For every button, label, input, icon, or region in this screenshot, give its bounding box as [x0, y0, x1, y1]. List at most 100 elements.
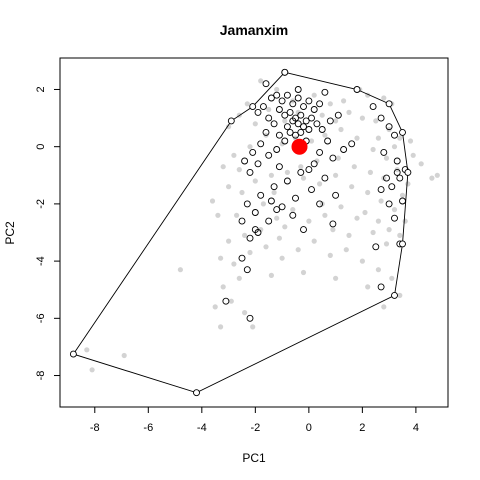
data-point-118: [276, 235, 282, 241]
data-point-107: [266, 106, 272, 113]
data-point-78: [268, 272, 274, 278]
data-point-57: [274, 215, 280, 221]
selected-point-61: [308, 186, 315, 194]
data-point-71: [375, 267, 381, 273]
data-point-117: [234, 212, 240, 218]
data-point-21: [434, 172, 440, 178]
data-point-24: [383, 155, 390, 161]
y-tick-label-3: -2: [35, 199, 47, 209]
selected-point-80: [391, 131, 398, 139]
x-tick-label-5: 2: [359, 422, 365, 434]
hull-vertex-0: [281, 68, 289, 76]
selected-point-69: [300, 226, 307, 234]
data-point-87: [84, 347, 90, 353]
selected-point-41: [318, 126, 326, 133]
selected-point-33: [249, 148, 257, 156]
selected-point-44: [324, 137, 332, 145]
selected-point-39: [281, 137, 289, 145]
y-tick-label-4: 0: [35, 144, 47, 150]
data-point-35: [220, 164, 226, 170]
selected-point-47: [340, 146, 348, 153]
data-point-111: [333, 118, 339, 124]
selected-point-22: [305, 126, 313, 133]
data-point-41: [300, 175, 307, 181]
data-point-29: [308, 138, 315, 144]
selected-point-42: [326, 117, 334, 125]
data-point-98: [335, 155, 341, 161]
selected-point-67: [273, 206, 281, 214]
data-point-2: [244, 101, 250, 107]
selected-point-76: [329, 220, 337, 228]
data-point-17: [397, 135, 403, 141]
data-point-63: [247, 249, 253, 256]
selected-point-29: [259, 103, 267, 111]
selected-point-17: [308, 114, 315, 122]
data-point-83: [212, 304, 218, 310]
selected-point-68: [289, 211, 297, 219]
data-point-77: [300, 269, 307, 276]
data-point-97: [386, 227, 392, 233]
selected-point-7: [300, 103, 307, 111]
data-point-55: [306, 218, 312, 224]
data-point-79: [236, 275, 242, 281]
data-point-48: [402, 218, 408, 224]
data-point-73: [397, 292, 403, 298]
selected-point-60: [292, 194, 299, 202]
data-point-39: [268, 172, 274, 178]
selected-point-36: [254, 160, 262, 168]
selected-point-75: [316, 200, 324, 208]
selected-point-34: [241, 157, 249, 165]
data-point-100: [367, 169, 373, 175]
selected-point-96: [275, 131, 283, 139]
data-point-76: [333, 275, 339, 281]
selected-point-91: [372, 243, 380, 251]
data-point-46: [378, 198, 384, 204]
hull-vertex-4: [404, 168, 412, 176]
hull-vertex-6: [391, 291, 398, 299]
selected-point-37: [265, 151, 273, 159]
data-point-86: [177, 267, 183, 273]
data-point-56: [290, 207, 296, 213]
data-point-88: [89, 367, 95, 373]
x-tick-label-2: -4: [197, 422, 207, 434]
data-point-13: [346, 109, 352, 115]
data-point-52: [354, 215, 360, 221]
data-point-3: [258, 78, 264, 84]
plot-frame: [59, 57, 449, 408]
selected-point-24: [286, 128, 294, 136]
hull-vertex-1: [353, 86, 361, 93]
data-point-64: [263, 244, 269, 250]
data-point-95: [362, 209, 368, 216]
data-point-69: [343, 247, 349, 253]
data-point-102: [399, 192, 406, 198]
data-point-106: [252, 121, 258, 127]
hull-vertex-9: [227, 117, 235, 125]
selected-point-4: [283, 91, 291, 99]
data-point-114: [410, 152, 416, 158]
data-point-47: [391, 207, 398, 213]
data-point-4: [274, 86, 280, 93]
data-point-94: [346, 232, 352, 238]
data-point-20: [429, 175, 435, 181]
selected-point-45: [316, 148, 324, 156]
data-point-25: [370, 146, 376, 153]
selected-point-5: [289, 100, 297, 108]
data-point-44: [349, 184, 355, 190]
selected-point-81: [380, 148, 388, 156]
data-point-58: [258, 227, 264, 233]
selected-point-85: [388, 183, 396, 191]
selected-point-9: [310, 106, 318, 113]
data-point-34: [231, 152, 237, 158]
selected-point-1: [267, 94, 275, 102]
x-tick-label-0: -8: [90, 422, 100, 434]
axes-layer: -8 -6 -4 -2 0 2 4 -8 -6 -4 -2 0 2: [35, 86, 419, 434]
selected-point-28: [265, 114, 273, 122]
data-point-42: [317, 181, 323, 187]
y-tick-label-2: -4: [35, 256, 47, 266]
data-point-53: [338, 204, 344, 210]
selected-point-58: [265, 217, 273, 225]
hull-vertex-10: [249, 103, 257, 111]
y-tick-label-0: -8: [35, 371, 47, 381]
